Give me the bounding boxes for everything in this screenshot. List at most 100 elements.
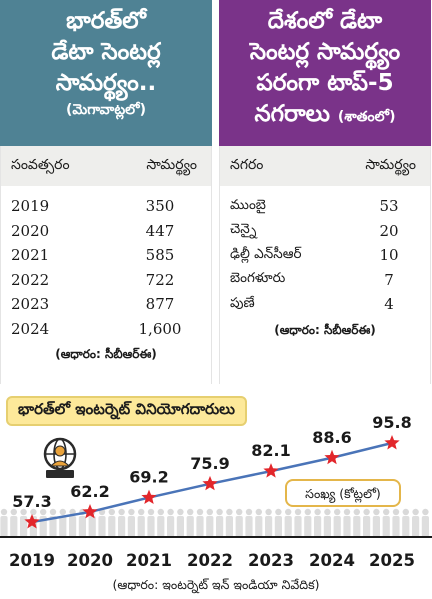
data-point-marker (384, 435, 400, 450)
crowd-body (274, 516, 282, 537)
capacity-header: భారత్‌లో డేటా సెంటర్ల సామర్థ్యం.. (మెగావ… (0, 0, 212, 146)
crowd-head (236, 508, 243, 516)
table-row: ఢిల్లీ ఎన్‌సీఆర్ 10 (220, 243, 430, 268)
crowd-head (138, 508, 145, 516)
column-capacity: సామర్థ్యం (365, 156, 416, 173)
crowd-head (40, 508, 47, 516)
crowd-body (255, 516, 263, 537)
crowd-body (78, 516, 86, 537)
crowd-head (196, 508, 204, 516)
crowd-body (167, 516, 175, 537)
row-value: 877 (145, 295, 175, 314)
crowd-head (226, 508, 233, 516)
crowd-body (412, 516, 420, 537)
table-row: ముంబై 53 (220, 194, 430, 219)
internet-users-chart: సంఖ్య (కోట్లలో) 57.3 62.2 69.2 75.9 82.1 88.6… (0, 394, 432, 599)
crowd-body (88, 516, 96, 537)
globe-user-icon (43, 437, 77, 478)
crowd-head (412, 508, 419, 516)
top-cities-header: దేశంలో డేటా సెంటర్ల సామర్థ్యం పరంగా టాప్… (219, 0, 431, 146)
crowd-body (265, 516, 273, 537)
crowd-body (0, 516, 8, 537)
crowd-head (187, 508, 194, 516)
capacity-title-line-3: సామర్థ్యం.. (55, 70, 157, 96)
crowd-head (255, 508, 262, 516)
top-cities-title-line-4: నగరాలు (శాతంలో) (219, 99, 431, 133)
row-value: 10 (379, 246, 399, 265)
data-value-label: 75.9 (190, 454, 229, 473)
crowd-head (363, 508, 370, 516)
capacity-table-header: సంవత్సరం సామర్థ్యం (1, 146, 211, 186)
row-value: 350 (145, 197, 175, 216)
x-tick-label: 2022 (187, 551, 233, 570)
crowd-body (206, 516, 214, 537)
x-tick-label: 2020 (67, 551, 113, 570)
crowd-body (235, 516, 243, 537)
crowd-body (245, 516, 253, 537)
row-city: ముంబై (230, 196, 266, 213)
crowd-head (353, 508, 360, 516)
crowd-head (0, 508, 8, 516)
crowd-silhouette (0, 508, 429, 537)
row-year: 2021 (11, 246, 50, 265)
row-year: 2024 (11, 319, 50, 338)
crowd-body (372, 516, 380, 537)
internet-users-chart-svg: సంఖ్య (కోట్లలో) 57.3 62.2 69.2 75.9 82.1 88.6… (0, 413, 432, 570)
capacity-title-line-2: డేటా సెంటర్ల (51, 39, 161, 65)
crowd-body (333, 516, 341, 537)
crowd-head (177, 508, 184, 516)
table-row: 2019 350 (1, 194, 211, 219)
crowd-body (59, 516, 67, 537)
top-cities-title-line-1: దేశంలో డేటా (267, 8, 383, 34)
x-tick-label: 2021 (126, 551, 172, 570)
capacity-title-line-1: భారత్‌లో (66, 8, 146, 34)
capacity-table: సంవత్సరం సామర్థ్యం 2019 350 2020 447 2021 5… (0, 146, 212, 384)
data-point-marker (202, 475, 218, 491)
crowd-head (118, 508, 125, 516)
row-city: చెన్నై (230, 221, 257, 238)
crowd-head (422, 508, 429, 516)
x-tick-label: 2019 (9, 551, 55, 570)
crowd-body (392, 516, 400, 537)
crowd-head (265, 508, 272, 516)
crowd-body (118, 516, 126, 537)
crowd-head (206, 508, 213, 516)
data-point-marker (263, 463, 279, 478)
crowd-body (353, 516, 361, 537)
crowd-head (392, 508, 400, 516)
crowd-body (225, 516, 233, 537)
crowd-head (245, 508, 253, 516)
row-city: బెంగళూరు (230, 270, 286, 287)
x-tick-label: 2024 (309, 551, 355, 570)
table-row: పుణే 4 (220, 292, 430, 317)
table-row: 2020 447 (1, 219, 211, 244)
capacity-source: (ఆధారం: సీబీఆర్ఈ) (55, 347, 157, 361)
crowd-head (343, 508, 351, 516)
top-cities-table-header: నగరం సామర్థ్యం (220, 146, 430, 186)
row-value: 20 (379, 221, 399, 240)
data-value-label: 62.2 (70, 482, 109, 501)
crowd-head (128, 508, 135, 516)
row-value: 585 (145, 246, 175, 265)
data-value-label: 82.1 (251, 441, 290, 460)
column-capacity: సామర్థ్యం (146, 156, 197, 173)
crowd-head (30, 508, 37, 516)
crowd-body (343, 516, 351, 537)
crowd-body (108, 516, 116, 537)
crowd-body (10, 516, 18, 537)
column-city: నగరం (230, 156, 264, 173)
crowd-head (157, 508, 164, 516)
crowd-head (49, 508, 57, 516)
table-row: 2021 585 (1, 243, 211, 268)
capacity-unit: (మెగావాట్లలో) (66, 102, 146, 118)
data-value-label: 57.3 (12, 492, 51, 511)
top-cities-title-line-2: సెంటర్ల సామర్థ్యం (249, 39, 401, 65)
crowd-body (49, 516, 57, 537)
data-value-label: 95.8 (372, 413, 411, 432)
legend: సంఖ్య (కోట్లలో) (285, 479, 401, 507)
crowd-body (294, 516, 302, 537)
row-year: 2020 (11, 221, 50, 240)
row-value: 7 (384, 270, 394, 289)
table-row: చెన్నై 20 (220, 219, 430, 244)
x-tick-label: 2023 (248, 551, 294, 570)
